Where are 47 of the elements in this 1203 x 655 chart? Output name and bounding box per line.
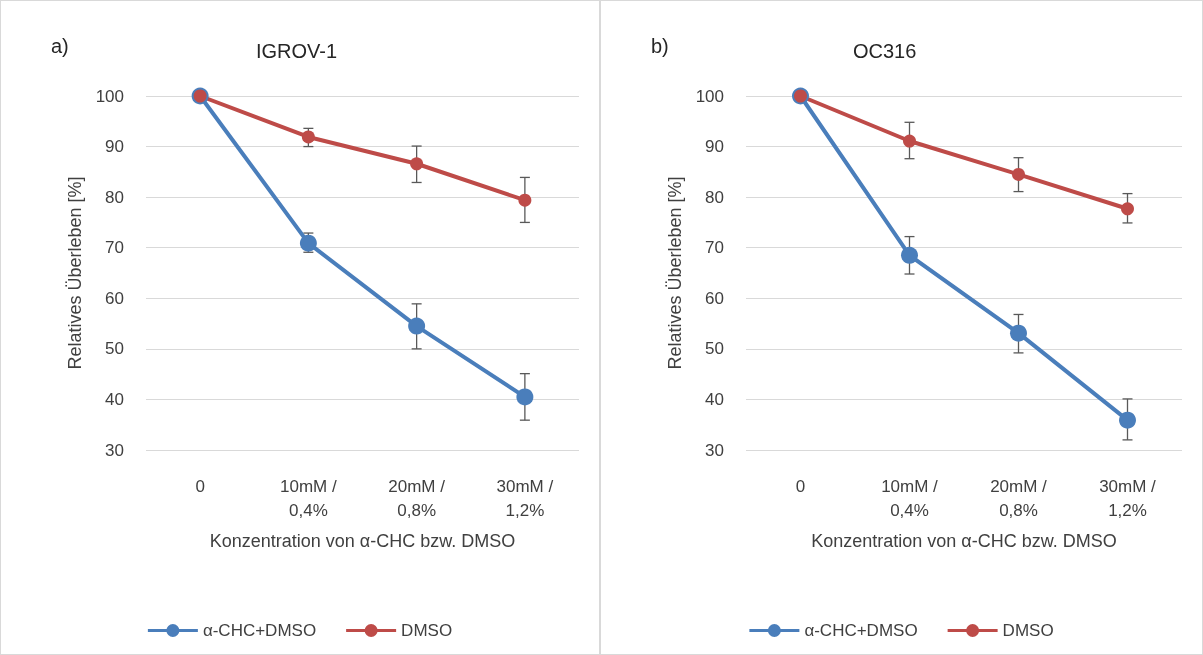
point [1012,167,1025,181]
point [903,134,916,148]
y-tick-label: 60 [105,288,124,308]
chart-title: IGROV-1 [256,40,338,62]
y-tick-label: 90 [705,137,724,157]
text: a) [51,35,69,57]
y-tick-label: 40 [705,389,724,409]
y-axis-title: Relatives Überleben [%] [665,176,685,370]
legend-label: DMSO [401,621,453,640]
text: b) [651,35,669,57]
legend-label: DMSO [1002,621,1054,640]
x-tick-label: 10mM / 0,4% [280,476,337,520]
x-axis-title: Konzentration von α-CHC bzw. DMSO [209,531,516,551]
point [516,388,534,406]
point [408,317,426,335]
legend-label: α-CHC+DMSO [804,621,918,640]
point [1121,202,1134,216]
point [518,193,532,207]
x-axis-title: Konzentration von α-CHC bzw. DMSO [811,531,1117,551]
y-tick-label: 50 [105,339,124,359]
y-axis-title: Relatives Überleben [%] [65,176,85,370]
y-tick-label: 60 [705,288,724,308]
y-tick-label: 50 [705,339,724,359]
y-tick-label: 30 [705,440,724,460]
y-tick-label: 70 [705,238,724,258]
point [1119,411,1136,429]
y-tick-label: 70 [105,238,124,258]
y-tick-label: 30 [105,440,124,460]
x-tick-label: 30mM / 1,2% [1099,476,1157,520]
y-tick-label: 40 [105,389,124,409]
y-tick-label: 100 [95,86,124,106]
point [410,157,424,171]
x-tick-label: 0 [195,476,205,496]
x-tick-label: 20mM / 0,8% [990,476,1048,520]
y-tick-label: 90 [105,137,124,157]
x-tick-label: 0 [795,476,806,496]
x-tick-label: 20mM / 0,8% [388,476,446,520]
x-tick-label: 10mM / 0,4% [881,476,939,520]
y-tick-label: 100 [695,86,724,106]
point [1010,324,1027,342]
x-tick-label: 30mM / 1,2% [496,476,554,520]
y-tick-label: 80 [105,187,124,207]
point [301,130,315,144]
y-tick-label: 80 [705,187,724,207]
point [901,246,918,264]
chart-title: OC316 [853,40,917,62]
legend-label: α-CHC+DMSO [202,621,317,640]
